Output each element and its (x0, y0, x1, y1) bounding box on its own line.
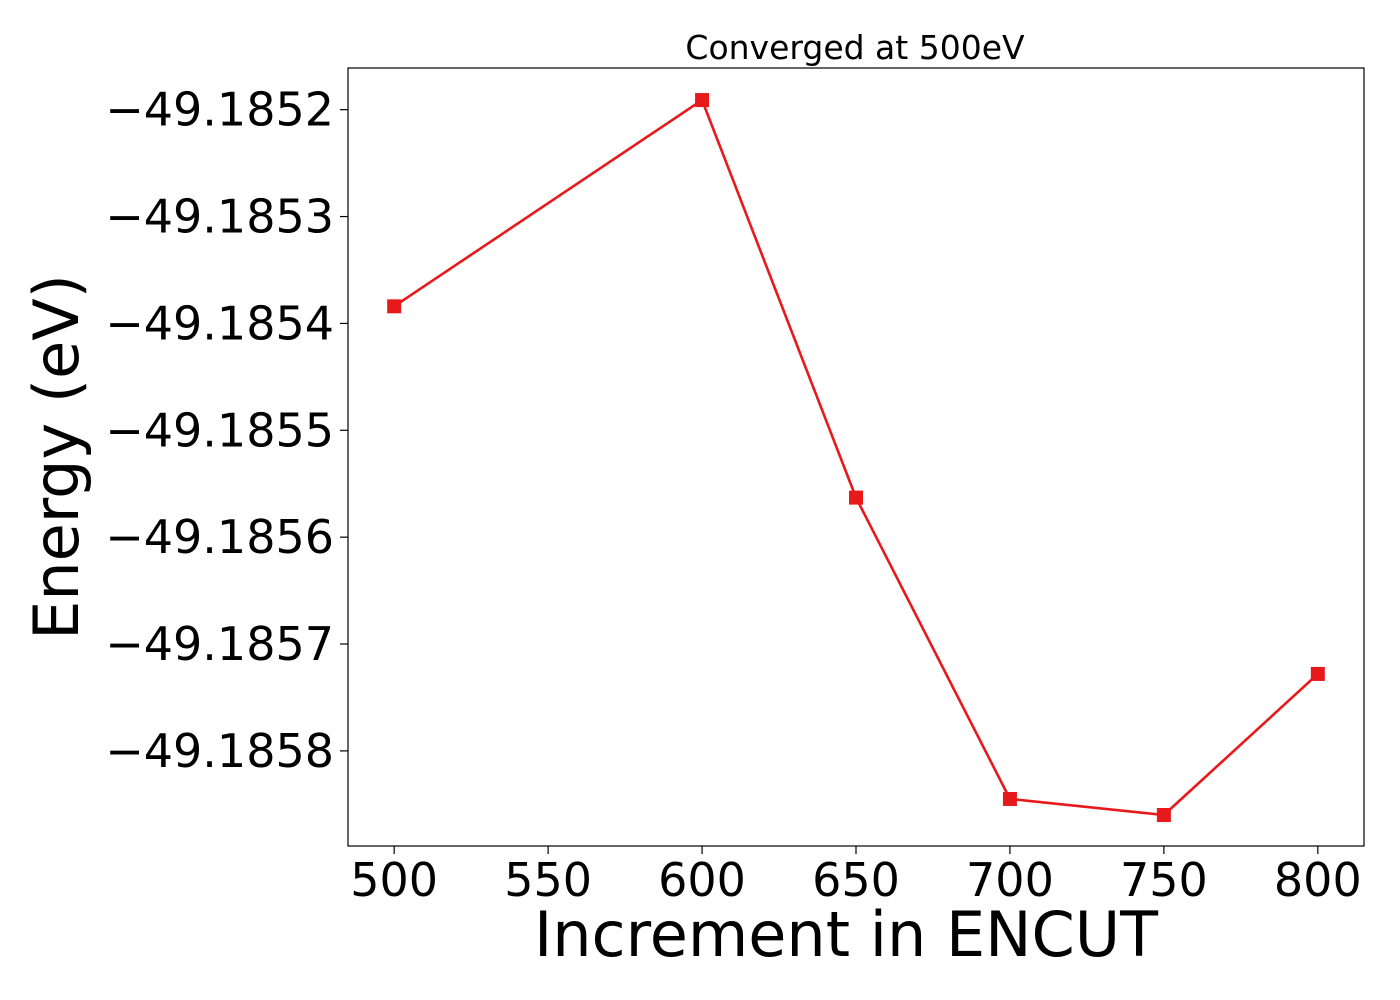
series-layer (387, 93, 1325, 823)
y-tick-label: −49.1856 (105, 510, 334, 564)
y-tick-label: −49.1853 (105, 190, 334, 244)
x-axis-ticks: 500 550 600 650 700 750 800 (350, 846, 1362, 907)
x-tick-label: 600 (658, 853, 746, 907)
chart-title: Converged at 500eV (685, 28, 1025, 67)
y-tick-label: −49.1855 (105, 403, 334, 457)
y-tick-label: −49.1857 (105, 617, 334, 671)
x-tick-label: 700 (966, 853, 1054, 907)
plot-frame (347, 67, 1365, 847)
x-tick-label: 650 (812, 853, 900, 907)
y-tick-label: −49.1852 (105, 83, 334, 137)
data-point-marker (387, 299, 402, 314)
data-point-marker (849, 490, 863, 505)
data-point-marker (695, 93, 710, 108)
x-tick-label: 800 (1274, 853, 1362, 907)
y-tick-label: −49.1854 (105, 296, 334, 350)
data-point-marker (1310, 666, 1325, 681)
series-line (393, 98, 1319, 817)
data-point-marker (1002, 791, 1017, 806)
y-axis-label: Energy (eV) (20, 274, 93, 640)
data-point-marker (1156, 808, 1171, 823)
y-tick-label: −49.1858 (105, 724, 334, 778)
x-tick-label: 550 (504, 853, 592, 907)
x-tick-label: 500 (350, 853, 438, 907)
y-axis-ticks: −49.1852 −49.1853 −49.1854 −49.1855 −49.1856… (105, 83, 348, 778)
x-tick-label: 750 (1120, 853, 1208, 907)
x-axis-label: Increment in ENCUT (534, 898, 1159, 971)
